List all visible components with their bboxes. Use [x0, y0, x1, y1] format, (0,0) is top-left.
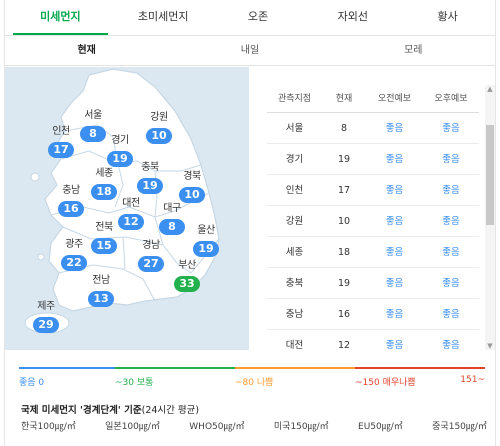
- city-gangwon[interactable]: 강원 10: [142, 112, 176, 144]
- pm-value-badge: 29: [33, 317, 59, 333]
- city-gyeongnam[interactable]: 경남 27: [134, 240, 168, 272]
- standard-usa: 미국150㎍/㎥: [273, 422, 329, 432]
- pm-value-badge: 19: [107, 151, 133, 167]
- tab-pm25[interactable]: 초미세먼지: [137, 10, 189, 23]
- city-jeonbuk[interactable]: 전북 15: [87, 222, 121, 254]
- pm-value-badge: 15: [91, 238, 117, 254]
- scroll-up-icon[interactable]: ▲: [487, 85, 493, 93]
- pm-value-badge: 19: [193, 241, 219, 257]
- pm-value-badge: 27: [138, 256, 164, 272]
- table-row: 인천 17 좋음 좋음: [267, 175, 479, 206]
- standard-japan: 일본100㎍/㎥: [105, 422, 160, 432]
- city-jeonnam[interactable]: 전남 13: [84, 275, 118, 307]
- standard-korea: 한국100㎍/㎥: [21, 422, 76, 432]
- legend-normal: ~30 보통: [115, 367, 235, 388]
- scroll-down-icon[interactable]: ▼: [487, 342, 493, 350]
- table-row: 강원 10 좋음 좋음: [267, 206, 479, 237]
- city-seoul[interactable]: 서울 8: [76, 110, 110, 142]
- standards-title: 국제 미세먼지 '경계단계' 기준(24시간 평균): [21, 405, 200, 416]
- col-current: 현재: [335, 94, 353, 104]
- standard-eu: EU50㎍/㎥: [358, 422, 403, 432]
- table-row: 충남 16 좋음 좋음: [267, 299, 479, 330]
- tab-ozone[interactable]: 오존: [247, 10, 269, 23]
- city-gyeonggi[interactable]: 경기 19: [103, 135, 137, 167]
- table-scrollbar[interactable]: ▲ ▼: [485, 85, 495, 350]
- pm-value-badge: 10: [179, 187, 205, 203]
- pm-legend: 좋음 0 ~30 보통 ~80 나쁨 ~150 매우나쁨 151~: [19, 367, 485, 388]
- city-busan[interactable]: 부산 33: [170, 260, 204, 292]
- city-chungnam[interactable]: 충남 16: [54, 185, 88, 217]
- pm-value-badge: 13: [88, 291, 114, 307]
- scroll-thumb[interactable]: [486, 125, 494, 225]
- tab-uv[interactable]: 자외선: [337, 10, 368, 23]
- table-header: 관측지점 현재 오전예보 오후예보: [267, 85, 479, 113]
- city-daegu[interactable]: 대구 8: [155, 203, 189, 235]
- pm-value-badge: 10: [146, 128, 172, 144]
- tab-yellow-dust[interactable]: 황사: [437, 10, 458, 23]
- air-quality-widget: 미세먼지 초미세먼지 오존 자외선 황사 현재 내일 모레 서울 8 강원: [4, 0, 496, 446]
- city-gwangju[interactable]: 광주 22: [57, 239, 91, 271]
- tab-day-after[interactable]: 모레: [404, 45, 423, 56]
- table-row: 서울 8 좋음 좋음: [267, 113, 479, 144]
- col-pm-forecast: 오후예보: [434, 94, 468, 104]
- col-station: 관측지점: [277, 94, 312, 104]
- pm-value-badge: 22: [61, 255, 87, 271]
- standard-who: WHO50㎍/㎥: [189, 422, 245, 432]
- pollutant-tabs: 미세먼지 초미세먼지 오존 자외선 황사: [5, 0, 495, 36]
- city-sejong[interactable]: 세종 18: [87, 168, 121, 200]
- pm-value-badge: 8: [159, 219, 185, 235]
- city-ulsan[interactable]: 울산 19: [189, 225, 223, 257]
- col-am-forecast: 오전예보: [377, 94, 412, 104]
- korea-map: 서울 8 강원 10 인천 17 경기 19 충북 19 세종 18 경북 10 충남 16 대…: [5, 67, 249, 350]
- tab-today[interactable]: 현재: [77, 45, 96, 56]
- table-row: 세종 18 좋음 좋음: [267, 237, 479, 268]
- pm-value-badge: 12: [118, 214, 144, 230]
- city-chungbuk[interactable]: 충북 19: [133, 162, 167, 194]
- city-jeju[interactable]: 제주 29: [29, 301, 63, 333]
- pm-value-badge: 19: [137, 178, 163, 194]
- pm-value-badge: 8: [80, 126, 106, 142]
- city-daejeon[interactable]: 대전 12: [114, 198, 148, 230]
- region-table: 관측지점 현재 오전예보 오후예보 서울 8 좋음 좋음 경기 19 좋음 좋음 인천 17 좋…: [267, 85, 479, 350]
- legend-good: 좋음 0: [19, 367, 115, 388]
- pm-value-badge: 16: [58, 201, 84, 217]
- tab-pm10[interactable]: 미세먼지: [13, 0, 108, 35]
- day-tabs: 현재 내일 모레: [5, 36, 495, 66]
- legend-bad: ~80 나쁨: [235, 367, 355, 388]
- pm-value-badge: 33: [174, 276, 200, 292]
- legend-very-bad: ~150 매우나쁨 151~: [355, 367, 485, 388]
- pm-value-badge: 17: [48, 142, 74, 158]
- international-standards: 한국100㎍/㎥ 일본100㎍/㎥ WHO50㎍/㎥ 미국150㎍/㎥ EU50…: [21, 419, 487, 432]
- table-row: 경기 19 좋음 좋음: [267, 144, 479, 175]
- standard-china: 중국150㎍/㎥: [432, 422, 487, 432]
- table-row: 대전 12 좋음 좋음: [267, 330, 479, 350]
- city-gyeongbuk[interactable]: 경북 10: [175, 171, 209, 203]
- table-row: 충북 19 좋음 좋음: [267, 268, 479, 299]
- pm-value-badge: 18: [91, 184, 117, 200]
- city-incheon[interactable]: 인천 17: [44, 126, 78, 158]
- tab-tomorrow[interactable]: 내일: [240, 45, 260, 56]
